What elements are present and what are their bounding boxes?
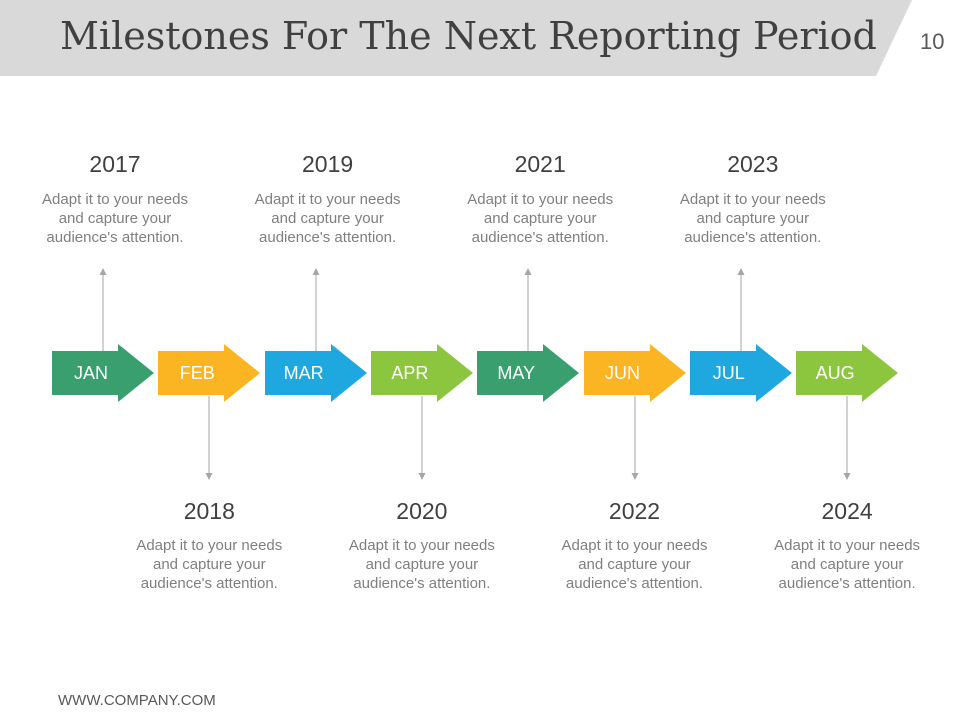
milestone-description: Adapt it to your needs and capture your … xyxy=(348,537,495,592)
milestone-arrow-feb: FEB xyxy=(158,344,261,402)
month-label: MAY xyxy=(497,363,536,383)
milestone-year: 2024 xyxy=(821,498,873,524)
milestone-year: 2022 xyxy=(608,498,661,524)
milestone-arrow-mar: MAR xyxy=(264,344,367,402)
month-label: APR xyxy=(391,363,429,383)
milestone-description: Adapt it to your needs and capture your … xyxy=(136,537,283,592)
connector-arrow xyxy=(629,396,641,485)
connector-arrow xyxy=(310,268,322,356)
milestone-year: 2021 xyxy=(514,151,566,177)
connector-arrow xyxy=(735,268,747,356)
milestone-arrow-jun: JUN xyxy=(583,344,686,402)
milestone-description: Adapt it to your needs and capture your … xyxy=(774,537,921,592)
arrow-shape xyxy=(370,344,473,402)
arrow-shape xyxy=(583,344,686,402)
connector-arrow xyxy=(97,268,109,356)
milestone-arrow-may: MAY xyxy=(477,344,580,402)
milestone-year: 2023 xyxy=(727,151,779,177)
milestone-arrow-jan: JAN xyxy=(52,344,154,402)
month-label: MAR xyxy=(283,363,324,383)
arrow-shape xyxy=(796,344,899,402)
month-label: AUG xyxy=(815,363,855,383)
milestone-description: Adapt it to your needs and capture your … xyxy=(42,191,188,246)
milestone-year: 2018 xyxy=(183,498,235,524)
milestone-description: Adapt it to your needs and capture your … xyxy=(467,191,614,246)
header-corner-cut xyxy=(876,0,960,76)
milestone-description: Adapt it to your needs and capture your … xyxy=(679,191,826,246)
page-number: 10 xyxy=(920,29,945,54)
milestone-arrow-jul: JUL xyxy=(689,344,792,402)
milestone-arrow-apr: APR xyxy=(370,344,473,402)
milestone-year: 2017 xyxy=(89,151,141,177)
milestone-year: 2019 xyxy=(302,151,354,177)
arrow-shape xyxy=(264,344,367,402)
milestone-description: Adapt it to your needs and capture your … xyxy=(561,537,708,592)
milestone-description: Adapt it to your needs and capture your … xyxy=(254,191,401,246)
milestone-arrow-aug: AUG xyxy=(796,344,899,402)
month-label: JUN xyxy=(605,363,640,383)
page-title: Milestones For The Next Reporting Period xyxy=(60,14,877,58)
connector-arrow xyxy=(841,396,853,485)
header-bar: Milestones For The Next Reporting Period… xyxy=(0,0,960,76)
month-label: JAN xyxy=(73,363,108,383)
month-label: JUL xyxy=(712,363,745,383)
arrow-shape xyxy=(52,344,154,402)
footer-url: WWW.COMPANY.COM xyxy=(58,692,216,709)
connector-arrow xyxy=(203,396,215,485)
month-label: FEB xyxy=(179,363,215,383)
arrow-shape xyxy=(689,344,792,402)
milestone-year: 2020 xyxy=(396,498,448,524)
arrow-shape xyxy=(477,344,580,402)
connector-arrow xyxy=(416,396,428,485)
connector-arrow xyxy=(522,268,534,356)
arrow-shape xyxy=(158,344,261,402)
